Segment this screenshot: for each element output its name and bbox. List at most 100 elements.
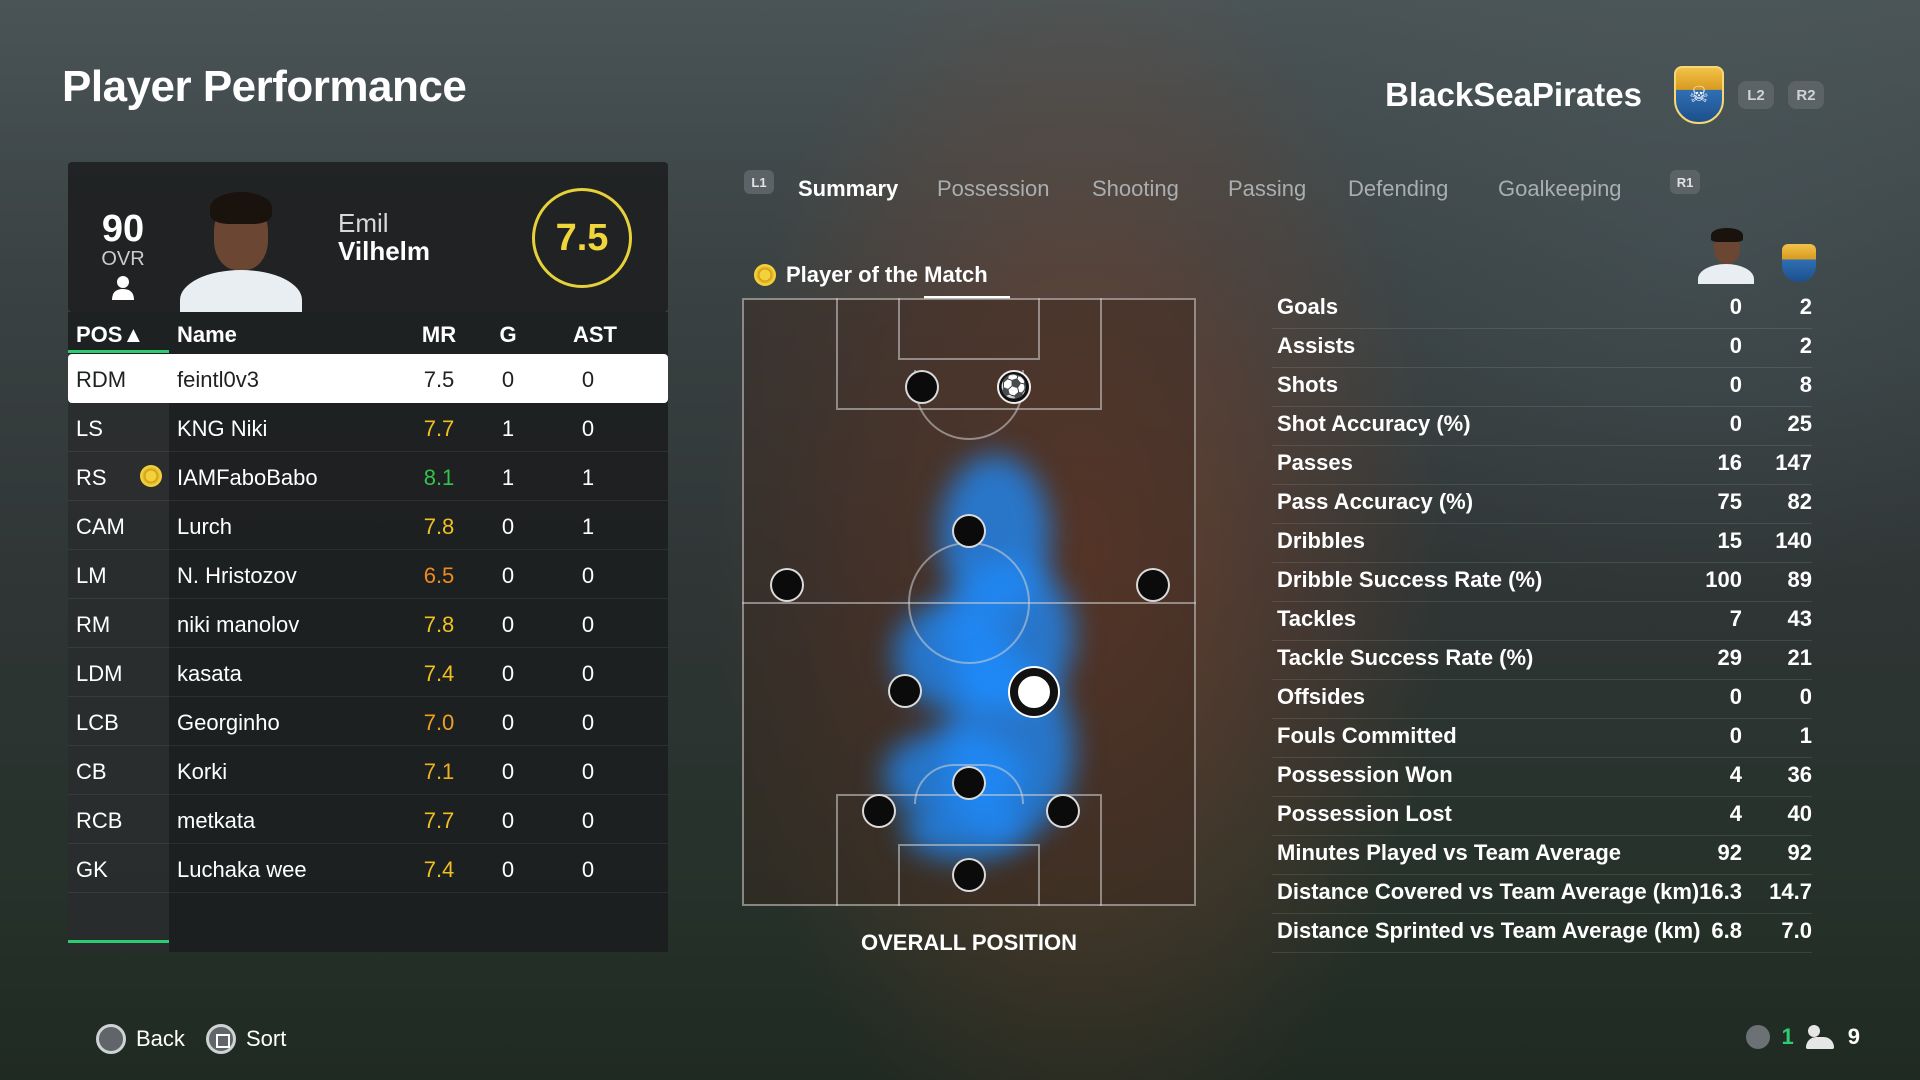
table-row[interactable]: CAM Lurch 7.8 0 1 — [68, 501, 668, 550]
stat-label: Possession Lost — [1277, 801, 1452, 826]
table-row[interactable]: CB Korki 7.1 0 0 — [68, 746, 668, 795]
row-name: Korki — [177, 759, 228, 784]
match-rating: 7.5 — [532, 188, 632, 288]
row-pos: LS — [76, 416, 103, 441]
tab-shooting[interactable]: Shooting — [1092, 176, 1179, 201]
row-mr: 7.7 — [423, 416, 455, 441]
l2-button[interactable]: L2 — [1738, 81, 1774, 109]
back-label: Back — [136, 1026, 185, 1051]
stat-label: Tackles — [1277, 606, 1357, 631]
ovr-value: 90 — [101, 208, 145, 250]
stat-team-value: 82 — [1787, 489, 1812, 514]
r2-button[interactable]: R2 — [1788, 81, 1824, 109]
row-name: N. Hristozov — [177, 563, 297, 588]
stat-player-value: 0 — [1729, 294, 1742, 319]
table-row[interactable]: RDM feintl0v3 7.5 0 0 — [68, 354, 668, 403]
sort-button[interactable]: Sort — [206, 1024, 286, 1054]
stat-label: Assists — [1277, 333, 1356, 358]
row-pos: LCB — [76, 710, 119, 735]
row-name: Luchaka wee — [177, 857, 307, 882]
row-assists: 0 — [581, 857, 595, 882]
scroll-indicator — [68, 940, 169, 943]
microphone-icon — [1745, 1025, 1770, 1049]
row-goals: 0 — [501, 563, 515, 588]
player-portrait — [176, 192, 306, 312]
team-crest-icon — [1782, 244, 1816, 282]
stat-player-value: 7 — [1729, 606, 1742, 631]
row-assists: 0 — [581, 710, 595, 735]
row-pos: RM — [76, 612, 111, 637]
table-row[interactable]: RCB metkata 7.7 0 0 — [68, 795, 668, 844]
pitch-caption: OVERALL POSITION — [861, 930, 1077, 955]
stat-row: Offsides 0 0 — [1272, 680, 1812, 719]
table-row[interactable]: LM N. Hristozov 6.5 0 0 — [68, 550, 668, 599]
back-button[interactable]: Back — [96, 1024, 185, 1054]
row-goals: 0 — [501, 759, 515, 784]
stat-row: Pass Accuracy (%) 75 82 — [1272, 485, 1812, 524]
ball-icon: ⚽ — [997, 370, 1031, 404]
table-row[interactable]: LDM kasata 7.4 0 0 — [68, 648, 668, 697]
row-pos: CB — [76, 759, 107, 784]
stat-row: Shots 0 8 — [1272, 368, 1812, 407]
table-row[interactable]: LS KNG Niki 7.7 1 0 — [68, 403, 668, 452]
stat-team-value: 92 — [1787, 840, 1812, 865]
stat-label: Shot Accuracy (%) — [1277, 411, 1471, 436]
teammate-marker — [862, 794, 896, 828]
tab-possession[interactable]: Possession — [937, 176, 1050, 201]
sort-label: Sort — [246, 1026, 287, 1051]
stat-player-value: 75 — [1717, 489, 1742, 514]
motm-icon — [140, 465, 162, 487]
stat-row: Possession Lost 4 40 — [1272, 797, 1812, 836]
tab-defending[interactable]: Defending — [1348, 176, 1449, 201]
stat-row: Tackle Success Rate (%) 29 21 — [1272, 641, 1812, 680]
player-last-name: Vilhelm — [338, 236, 431, 266]
row-pos: LDM — [76, 661, 123, 686]
table-row[interactable]: GK Luchaka wee 7.4 0 0 — [68, 844, 668, 893]
row-name: Lurch — [177, 514, 233, 539]
stat-row: Dribble Success Rate (%) 100 89 — [1272, 563, 1812, 602]
row-assists: 1 — [581, 514, 595, 539]
header-name[interactable]: Name — [177, 322, 237, 347]
table-row[interactable]: LCB Georginho 7.0 0 0 — [68, 697, 668, 746]
teammate-marker — [770, 568, 804, 602]
stat-player-value: 29 — [1717, 645, 1742, 670]
stat-player-value: 6.8 — [1711, 918, 1742, 943]
tab-goalkeeping[interactable]: Goalkeeping — [1498, 176, 1622, 201]
row-mr: 7.0 — [423, 710, 455, 735]
stat-label: Fouls Committed — [1277, 723, 1457, 748]
stat-team-value: 0 — [1799, 684, 1812, 709]
stat-player-value: 0 — [1729, 411, 1742, 436]
header-mr[interactable]: MR — [421, 322, 457, 347]
stat-row: Passes 16 147 — [1272, 446, 1812, 485]
teammate-marker — [952, 514, 986, 548]
table-row[interactable]: RM niki manolov 7.8 0 0 — [68, 599, 668, 648]
l1-button[interactable]: L1 — [744, 170, 774, 194]
tab-passing[interactable]: Passing — [1228, 176, 1307, 201]
header-ast[interactable]: AST — [573, 322, 617, 347]
row-goals: 1 — [501, 465, 515, 490]
selected-player-marker — [1010, 668, 1058, 716]
player-of-the-match: Player of the Match — [754, 262, 988, 288]
stat-player-value: 0 — [1729, 684, 1742, 709]
header-pos[interactable]: POS▲ — [76, 322, 145, 347]
player-table: POS▲ Name MR G AST RDM feintl0v3 7.5 0 0 LS KN… — [68, 312, 668, 952]
ovr-label: OVR — [101, 248, 145, 270]
row-name: metkata — [177, 808, 256, 833]
pitch-heatmap: ⚽ — [742, 298, 1196, 906]
table-row[interactable]: RS IAMFaboBabo 8.1 1 1 — [68, 452, 668, 501]
stat-player-value: 0 — [1729, 372, 1742, 397]
player-first-name: Emil — [338, 208, 389, 238]
row-assists: 0 — [581, 367, 595, 392]
row-name: Georginho — [177, 710, 280, 735]
row-pos: RCB — [76, 808, 123, 833]
team-crest-icon: ☠ — [1674, 66, 1724, 124]
stat-team-value: 40 — [1787, 801, 1812, 826]
r1-button[interactable]: R1 — [1670, 170, 1700, 194]
row-name: niki manolov — [177, 612, 300, 637]
stat-player-value: 0 — [1729, 333, 1742, 358]
tab-summary[interactable]: Summary — [798, 176, 899, 201]
header-g[interactable]: G — [499, 322, 517, 347]
row-goals: 0 — [501, 612, 515, 637]
people-icon — [1805, 1025, 1836, 1049]
stat-label: Goals — [1277, 294, 1339, 319]
